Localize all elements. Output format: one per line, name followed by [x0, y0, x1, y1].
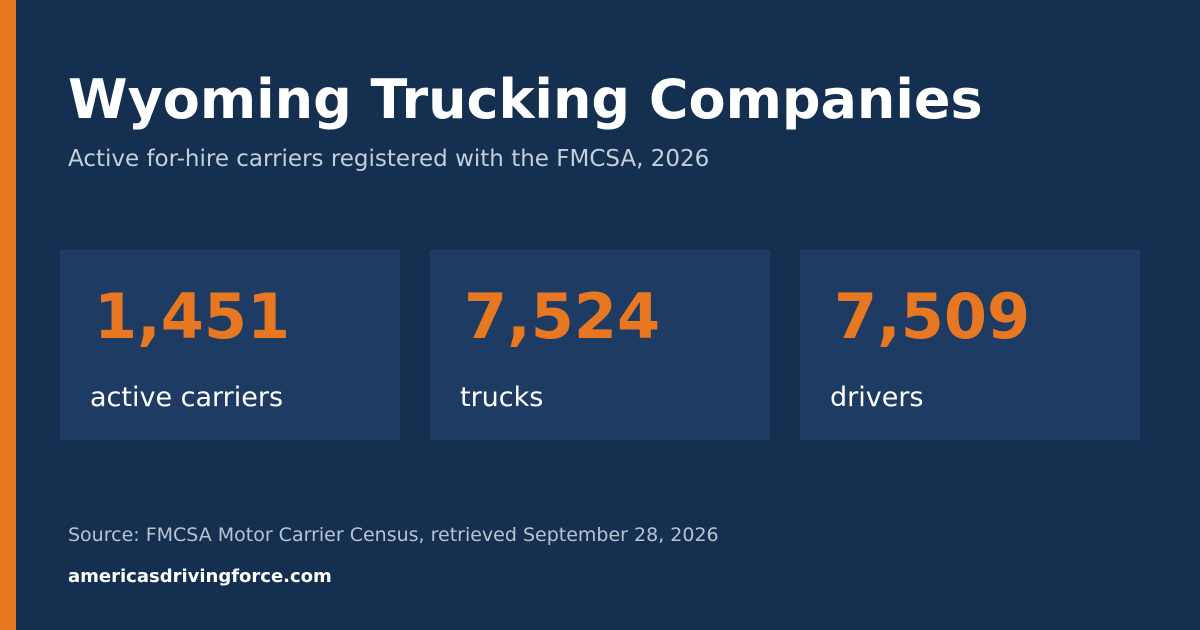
stat-card: 1,451 active carriers: [60, 250, 400, 440]
title: Wyoming Trucking Companies: [68, 68, 983, 131]
stat-value: 1,451: [94, 280, 291, 353]
stat-card: 7,509 drivers: [800, 250, 1140, 440]
stat-value: 7,524: [464, 280, 661, 353]
source: Source: FMCSA Motor Carrier Census, retr…: [68, 524, 719, 546]
stat-card: 7,524 trucks: [430, 250, 770, 440]
stat-label: drivers: [830, 382, 924, 413]
site-url: americasdrivingforce.com: [68, 566, 332, 587]
subtitle: Active for-hire carriers registered with…: [68, 146, 710, 172]
accent-stripe: [0, 0, 16, 630]
stat-value: 7,509: [834, 280, 1031, 353]
stat-label: active carriers: [90, 382, 284, 413]
stat-label: trucks: [460, 382, 544, 413]
